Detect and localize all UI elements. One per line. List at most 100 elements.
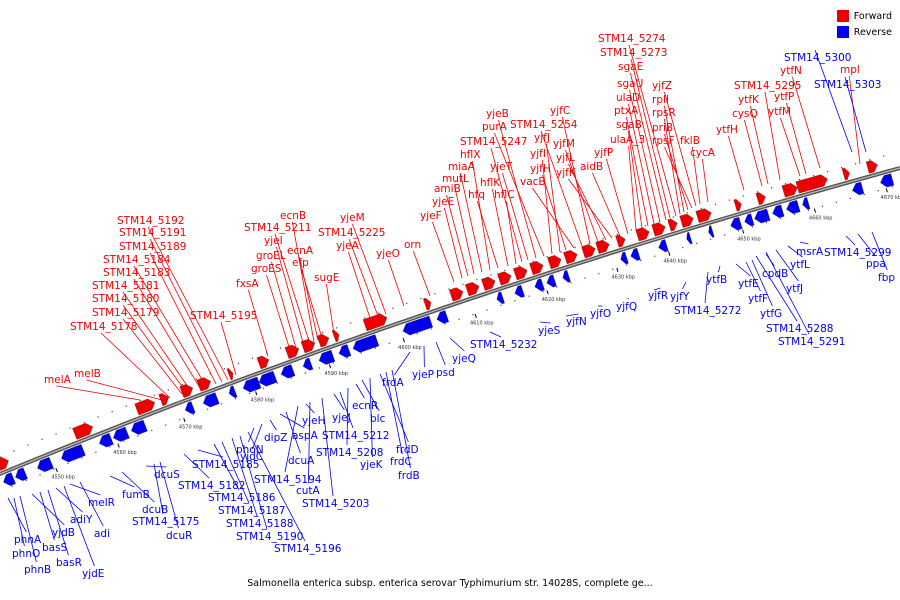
reverse-gene-label: dcuR xyxy=(166,530,192,542)
label-connector xyxy=(149,252,217,385)
label-connector xyxy=(7,497,27,533)
forward-gene xyxy=(781,183,798,198)
minor-tick xyxy=(209,373,211,375)
label-connector xyxy=(432,221,455,283)
forward-gene-label: sgaU xyxy=(617,78,643,90)
minor-tick xyxy=(307,337,310,339)
forward-gene xyxy=(465,282,480,297)
forward-gene xyxy=(0,456,9,471)
label-connector xyxy=(252,423,263,450)
forward-gene xyxy=(331,329,340,343)
forward-gene xyxy=(667,218,678,232)
label-connector xyxy=(63,485,95,567)
reverse-gene xyxy=(852,181,865,196)
forward-gene-label: yjfJ xyxy=(534,132,550,144)
forward-gene xyxy=(795,174,828,194)
minor-tick xyxy=(668,251,670,253)
minor-tick xyxy=(883,155,885,157)
minor-tick xyxy=(265,352,268,354)
label-connector xyxy=(494,132,545,257)
forward-gene-label: fxsA xyxy=(236,278,259,290)
minor-tick xyxy=(25,479,27,482)
minor-tick xyxy=(751,226,754,228)
minor-tick xyxy=(123,440,125,442)
forward-gene-label: STM14_5180 xyxy=(92,293,159,305)
reverse-gene xyxy=(786,200,801,214)
minor-tick xyxy=(336,327,338,329)
forward-gene xyxy=(481,276,496,291)
minor-tick xyxy=(346,357,348,359)
tick-mark xyxy=(255,391,258,396)
reverse-gene xyxy=(708,225,715,238)
forward-gene-label: ulaD xyxy=(616,92,640,104)
tick-label: 4630 kbp xyxy=(611,275,635,281)
label-connector xyxy=(435,341,446,366)
reverse-gene-label: STM14_5303 xyxy=(814,79,881,91)
forward-gene-label: priB xyxy=(652,122,673,134)
label-connector xyxy=(735,263,751,277)
minor-tick xyxy=(434,293,436,295)
minor-tick xyxy=(276,382,279,384)
label-connector xyxy=(299,256,319,341)
minor-tick xyxy=(584,277,586,279)
label-connector xyxy=(664,118,681,215)
tick-mark xyxy=(328,364,332,369)
minor-tick xyxy=(11,485,13,487)
label-connector xyxy=(629,89,661,223)
reverse-gene xyxy=(61,444,86,463)
label-connector xyxy=(857,233,876,257)
label-connector xyxy=(279,413,305,429)
forward-gene xyxy=(595,239,610,254)
reverse-gene xyxy=(562,270,571,283)
minor-tick xyxy=(863,193,865,196)
reverse-gene xyxy=(802,197,811,210)
label-connector xyxy=(321,397,334,497)
reverse-gene-label: fbp xyxy=(878,272,895,284)
label-connector xyxy=(122,318,183,395)
forward-gene-label: STM14_5273 xyxy=(600,47,667,59)
minor-tick xyxy=(556,286,558,288)
reverse-gene xyxy=(534,278,545,292)
tick-mark xyxy=(474,313,477,318)
label-connector xyxy=(565,149,599,243)
label-connector xyxy=(745,261,761,292)
minor-tick xyxy=(448,288,450,290)
forward-gene xyxy=(695,208,712,223)
forward-gene-label: STM14_5189 xyxy=(119,241,186,253)
reverse-gene-label: yjfR xyxy=(648,290,668,302)
reverse-gene-label: melR xyxy=(88,497,115,509)
label-connector xyxy=(626,116,649,227)
backbone-highlight xyxy=(0,167,900,475)
minor-tick xyxy=(807,209,810,211)
minor-tick xyxy=(813,175,815,177)
minor-tick xyxy=(304,372,307,374)
tick-label: 4560 kbp xyxy=(113,450,137,456)
forward-gene-label: sgaB xyxy=(616,119,642,131)
reverse-gene-label: ppa xyxy=(866,258,886,270)
label-connector xyxy=(568,178,613,239)
label-connector xyxy=(197,449,224,458)
forward-gene-label: ytfN xyxy=(780,65,802,77)
label-connector xyxy=(765,251,810,335)
label-connector xyxy=(56,385,141,401)
label-connector xyxy=(472,160,491,271)
minor-tick xyxy=(193,413,195,416)
minor-tick xyxy=(195,378,197,380)
forward-gene-label: ytfM xyxy=(768,106,791,118)
forward-gene-label: yjfH xyxy=(530,163,551,175)
tick-label: 4590 kbp xyxy=(324,371,348,377)
reverse-gene-label: yjeP xyxy=(412,369,434,381)
label-connector xyxy=(274,233,311,345)
minor-tick xyxy=(542,291,544,293)
tick-mark xyxy=(546,290,549,295)
label-connector xyxy=(333,393,345,411)
reverse-gene xyxy=(772,204,785,218)
forward-gene xyxy=(547,255,562,270)
reverse-gene-label: blc xyxy=(370,413,386,425)
label-connector xyxy=(122,304,187,393)
forward-gene xyxy=(179,384,193,398)
minor-tick xyxy=(237,362,240,365)
forward-gene-label: STM14_5195 xyxy=(190,310,257,322)
label-connector xyxy=(248,289,269,357)
tick-label: 4610 kbp xyxy=(470,321,494,327)
